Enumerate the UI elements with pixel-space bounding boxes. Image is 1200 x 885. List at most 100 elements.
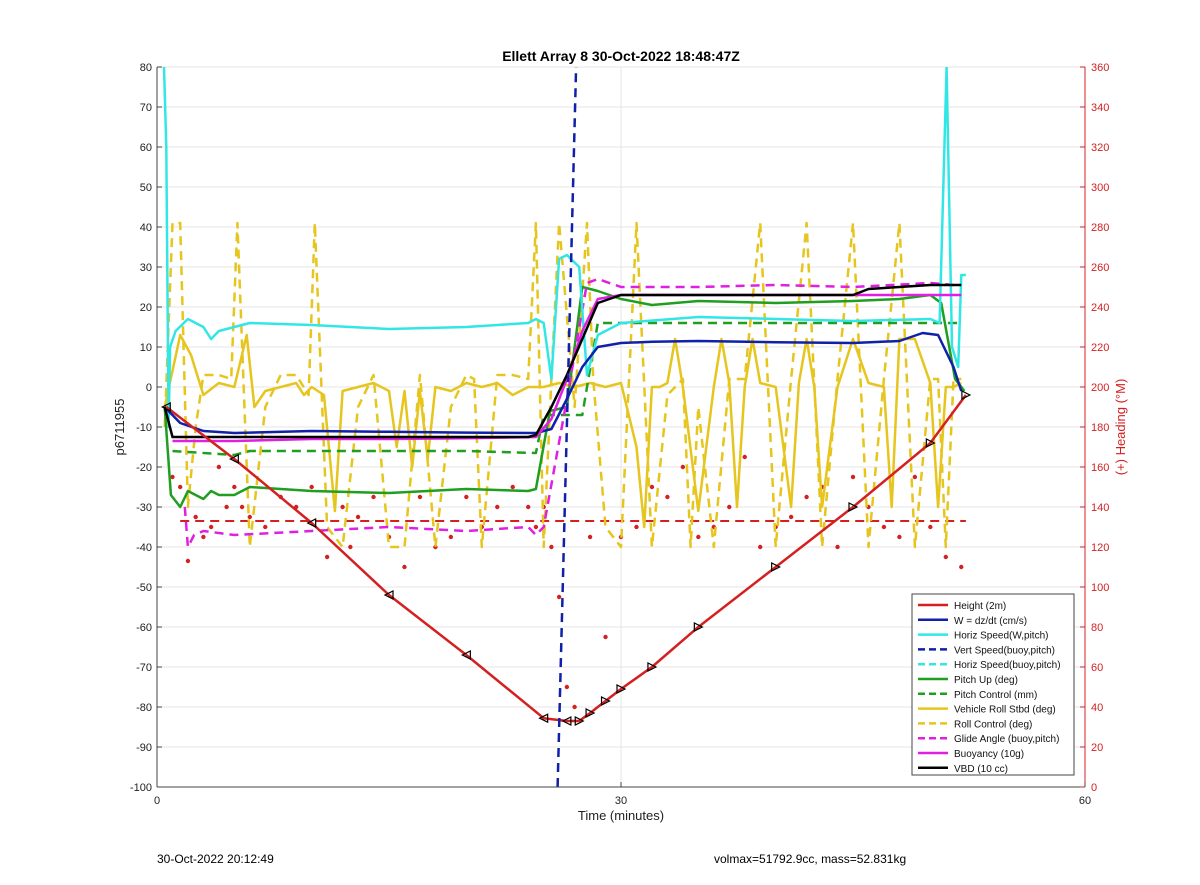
y-right-tick-label: 300	[1091, 182, 1109, 194]
legend: Height (2m) W = dz/dt (cm/s) Horiz Speed(W…	[911, 593, 1075, 776]
y-right-tick-label: 20	[1091, 742, 1103, 754]
y-tick-label: 60	[140, 142, 152, 154]
heading-point	[804, 494, 809, 500]
y-tick-label: 0	[146, 382, 152, 394]
height-marker	[460, 650, 471, 660]
y-right-tick-label: 320	[1091, 142, 1109, 154]
y-axis-right-label: (+) Heading (°M)	[1113, 379, 1128, 476]
y-tick-label: -100	[130, 782, 152, 794]
chart-title: Ellett Array 8 30-Oct-2022 18:48:47Z	[502, 48, 740, 64]
footer-mass-info: volmax=51792.9cc, mass=52.831kg	[714, 852, 907, 866]
legend-box	[911, 593, 1075, 776]
series-line-2	[162, 67, 966, 429]
footer-date: 30-Oct-2022 20:12:49	[157, 852, 274, 866]
y-right-tick-label: 240	[1091, 302, 1109, 314]
heading-point	[355, 514, 361, 520]
y-right-tick-label: 340	[1091, 102, 1109, 114]
series-line-9	[183, 277, 954, 549]
heading-point	[239, 504, 245, 510]
heading-point	[850, 474, 856, 480]
series-line-10	[172, 293, 962, 443]
heading-point	[680, 464, 686, 470]
heading-point	[533, 524, 539, 530]
height-marker	[574, 716, 585, 726]
heading-point	[912, 474, 918, 480]
y-right-tick-label: 100	[1091, 582, 1109, 594]
legend-label: Pitch Up (deg)	[954, 675, 1018, 686]
heading-point	[178, 484, 183, 490]
heading-point	[665, 494, 670, 500]
heading-point	[495, 504, 500, 510]
legend-label: Horiz Speed(buoy,pitch)	[954, 660, 1061, 671]
x-axis-label: Time (minutes)	[578, 808, 664, 823]
y-tick-label: -50	[136, 582, 152, 594]
heading-point	[649, 484, 655, 490]
y-tick-label: 40	[140, 222, 152, 234]
height-marker	[693, 622, 704, 632]
legend-label: Height (2m)	[954, 601, 1006, 612]
series-line-3	[556, 67, 578, 787]
heading-point	[549, 544, 554, 550]
y-tick-label: -80	[136, 702, 152, 714]
y-tick-label: 70	[140, 102, 152, 114]
heading-point	[216, 464, 222, 470]
y-right-tick-label: 60	[1091, 662, 1103, 674]
legend-label: Glide Angle (buoy,pitch)	[954, 734, 1059, 745]
height-marker	[561, 716, 572, 726]
heading-point	[788, 514, 794, 520]
y-tick-label: 30	[140, 262, 152, 274]
x-tick-label: 60	[1079, 795, 1091, 807]
plot-area	[160, 67, 972, 787]
heading-point	[309, 484, 314, 490]
y-tick-label: -70	[136, 662, 152, 674]
y-right-tick-label: 0	[1091, 782, 1097, 794]
legend-label: Pitch Control (mm)	[954, 690, 1037, 701]
height-marker	[647, 662, 658, 672]
y-right-tick-label: 160	[1091, 462, 1109, 474]
height-marker	[925, 438, 936, 448]
x-tick-label: 30	[615, 795, 627, 807]
height-marker	[538, 713, 549, 724]
heading-point	[417, 494, 423, 500]
y-right-tick-label: 40	[1091, 702, 1103, 714]
heading-point	[208, 524, 214, 530]
y-right-tick-label: 140	[1091, 502, 1109, 514]
heading-point	[634, 524, 639, 530]
heading-point	[263, 524, 268, 530]
y-tick-label: -90	[136, 742, 152, 754]
y-tick-label: -60	[136, 622, 152, 634]
heading-point	[943, 554, 948, 560]
legend-label: VBD (10 cc)	[954, 764, 1008, 775]
heading-point	[464, 494, 469, 500]
y-tick-label: -30	[136, 502, 152, 514]
height-marker	[228, 454, 239, 464]
heading-point	[348, 544, 353, 550]
heading-point	[742, 454, 747, 460]
heading-point	[526, 504, 531, 510]
series-group	[160, 67, 972, 787]
heading-point	[959, 564, 964, 570]
legend-label: W = dz/dt (cm/s)	[954, 616, 1027, 627]
legend-label: Roll Control (deg)	[954, 719, 1032, 730]
height-marker	[160, 402, 171, 412]
y-right-tick-label: 80	[1091, 622, 1103, 634]
legend-label: Vehicle Roll Stbd (deg)	[954, 705, 1056, 716]
heading-point	[232, 484, 237, 490]
height-marker	[961, 390, 972, 400]
heading-point	[510, 484, 515, 490]
heading-point	[696, 534, 701, 540]
heading-point	[340, 504, 345, 510]
legend-label: Horiz Speed(W,pitch)	[954, 631, 1048, 642]
y-tick-label: 50	[140, 182, 152, 194]
x-tick-label: 0	[154, 795, 160, 807]
y-right-tick-label: 120	[1091, 542, 1109, 554]
y-tick-label: -20	[136, 462, 152, 474]
heading-point	[448, 534, 454, 540]
heading-point	[247, 514, 252, 520]
series-line-1	[163, 331, 963, 435]
height-marker	[306, 518, 317, 528]
y-tick-label: -10	[136, 422, 152, 434]
heading-point	[835, 544, 840, 550]
y-right-tick-label: 360	[1091, 62, 1109, 74]
y-axis-label: p6711955	[112, 399, 127, 456]
